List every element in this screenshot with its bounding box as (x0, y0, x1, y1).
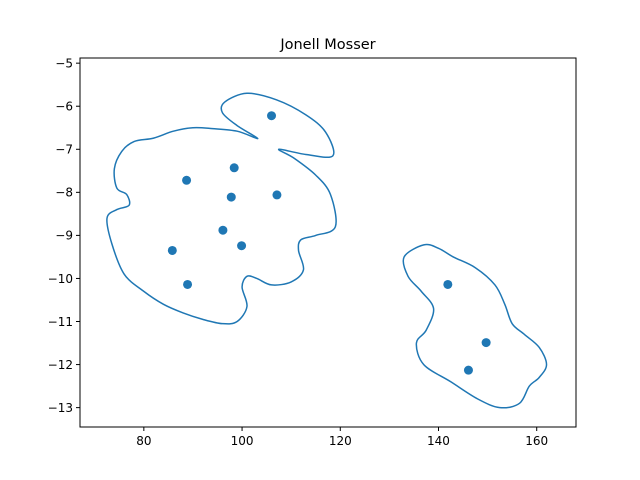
outline-layer (106, 92, 548, 409)
y-tick-label: −9 (55, 229, 73, 243)
y-tick-label: −10 (48, 272, 73, 286)
cluster-outline-2 (402, 243, 548, 409)
y-tick-label: −5 (55, 56, 73, 70)
y-tick-label: −7 (55, 143, 73, 157)
data-point (167, 245, 177, 255)
data-point (237, 241, 247, 251)
plot-frame (79, 57, 577, 428)
data-point (267, 111, 277, 121)
points-layer (167, 111, 491, 375)
x-tick-label: 100 (231, 434, 254, 448)
cluster-outline-1 (106, 92, 337, 325)
chart-title: Jonell Mosser (279, 37, 375, 53)
data-point (481, 338, 491, 348)
x-tick-label: 140 (427, 434, 450, 448)
x-tick-label: 160 (525, 434, 548, 448)
data-point (229, 163, 239, 173)
data-point (183, 279, 193, 289)
data-point (182, 175, 192, 185)
y-tick-label: −6 (55, 100, 73, 114)
axes-layer: 80 100 120 140 160 −13 −12 −11 −10 −9 −8 −7 −6 −5 (48, 56, 548, 448)
data-point (463, 365, 473, 375)
y-tick-label: −12 (48, 358, 73, 372)
x-tick-label: 120 (329, 434, 352, 448)
data-point (218, 225, 228, 235)
data-point (226, 192, 236, 202)
data-point (443, 279, 453, 289)
y-tick-label: −11 (48, 315, 73, 329)
x-tick-label: 80 (136, 434, 151, 448)
y-tick-label: −13 (48, 401, 73, 415)
data-point (272, 190, 282, 200)
y-tick-label: −8 (55, 186, 73, 200)
